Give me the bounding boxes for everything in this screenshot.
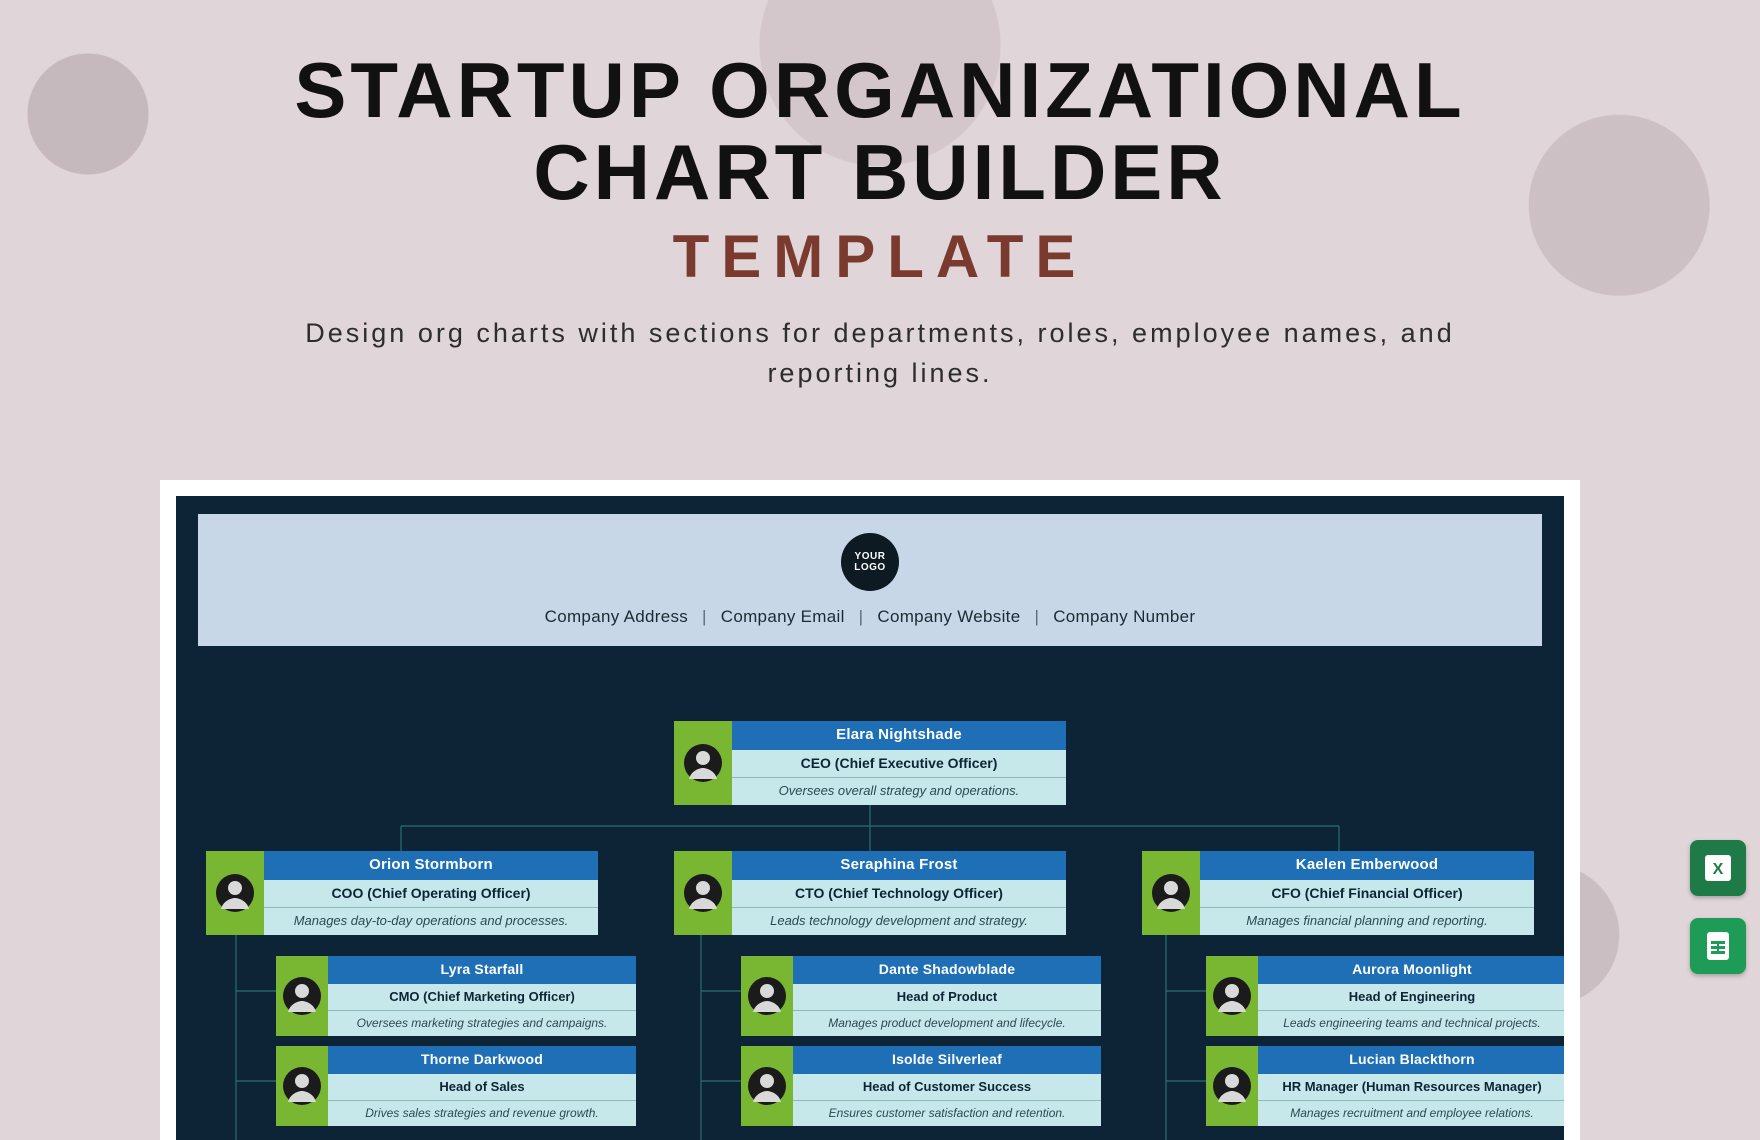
svg-text:X: X (1713, 861, 1724, 878)
org-card: Thorne Darkwood Head of Sales Drives sal… (276, 1046, 636, 1126)
download-format-icons: X (1690, 840, 1746, 974)
org-desc: Manages financial planning and reporting… (1200, 907, 1534, 934)
org-card: Aurora Moonlight Head of Engineering Lea… (1206, 956, 1564, 1036)
hero-title: STARTUP ORGANIZATIONAL CHART BUILDER (0, 50, 1760, 214)
company-header: YOUR LOGO Company Address| Company Email… (198, 514, 1542, 646)
excel-icon[interactable]: X (1690, 840, 1746, 896)
org-name: Lucian Blackthorn (1258, 1046, 1564, 1074)
avatar-icon (741, 956, 793, 1036)
org-title: Head of Engineering (1258, 984, 1564, 1010)
org-card: Isolde Silverleaf Head of Customer Succe… (741, 1046, 1101, 1126)
avatar-icon (276, 1046, 328, 1126)
company-field: Company Email (721, 607, 845, 627)
hero-subtitle: TEMPLATE (0, 222, 1760, 291)
org-card: Dante Shadowblade Head of Product Manage… (741, 956, 1101, 1036)
org-name: Orion Stormborn (264, 851, 598, 880)
hero-description: Design org charts with sections for depa… (280, 313, 1480, 394)
org-title: COO (Chief Operating Officer) (264, 880, 598, 908)
avatar-icon (1142, 851, 1200, 935)
org-desc: Manages day-to-day operations and proces… (264, 907, 598, 934)
avatar-icon (1206, 956, 1258, 1036)
template-panel-inner: YOUR LOGO Company Address| Company Email… (176, 496, 1564, 1140)
avatar-icon (1206, 1046, 1258, 1126)
org-title: CEO (Chief Executive Officer) (732, 750, 1066, 778)
hero-title-line1: STARTUP ORGANIZATIONAL (294, 46, 1465, 134)
org-name: Seraphina Frost (732, 851, 1066, 880)
org-card-ceo: Elara Nightshade CEO (Chief Executive Of… (674, 721, 1066, 805)
org-desc: Oversees marketing strategies and campai… (328, 1010, 636, 1036)
company-field: Company Website (877, 607, 1020, 627)
google-sheets-icon[interactable] (1690, 918, 1746, 974)
template-panel: YOUR LOGO Company Address| Company Email… (160, 480, 1580, 1140)
org-desc: Drives sales strategies and revenue grow… (328, 1100, 636, 1126)
org-desc: Manages product development and lifecycl… (793, 1010, 1101, 1036)
org-card-cto: Seraphina Frost CTO (Chief Technology Of… (674, 851, 1066, 935)
org-desc: Ensures customer satisfaction and retent… (793, 1100, 1101, 1126)
org-name: Aurora Moonlight (1258, 956, 1564, 984)
org-card-cfo: Kaelen Emberwood CFO (Chief Financial Of… (1142, 851, 1534, 935)
org-desc: Leads technology development and strateg… (732, 907, 1066, 934)
org-name: Isolde Silverleaf (793, 1046, 1101, 1074)
org-card-coo: Orion Stormborn COO (Chief Operating Off… (206, 851, 598, 935)
org-title: CMO (Chief Marketing Officer) (328, 984, 636, 1010)
org-desc: Leads engineering teams and technical pr… (1258, 1010, 1564, 1036)
org-card: Lyra Starfall CMO (Chief Marketing Offic… (276, 956, 636, 1036)
org-desc: Oversees overall strategy and operations… (732, 777, 1066, 804)
hero: STARTUP ORGANIZATIONAL CHART BUILDER TEM… (0, 0, 1760, 394)
avatar-icon (206, 851, 264, 935)
org-desc: Manages recruitment and employee relatio… (1258, 1100, 1564, 1126)
org-card: Lucian Blackthorn HR Manager (Human Reso… (1206, 1046, 1564, 1126)
org-name: Thorne Darkwood (328, 1046, 636, 1074)
avatar-icon (674, 851, 732, 935)
org-title: CFO (Chief Financial Officer) (1200, 880, 1534, 908)
org-title: Head of Sales (328, 1074, 636, 1100)
company-fields: Company Address| Company Email| Company … (545, 607, 1196, 627)
org-name: Lyra Starfall (328, 956, 636, 984)
org-name: Kaelen Emberwood (1200, 851, 1534, 880)
logo-text: YOUR LOGO (841, 551, 899, 573)
org-title: HR Manager (Human Resources Manager) (1258, 1074, 1564, 1100)
org-title: Head of Product (793, 984, 1101, 1010)
avatar-icon (674, 721, 732, 805)
org-name: Dante Shadowblade (793, 956, 1101, 984)
org-name: Elara Nightshade (732, 721, 1066, 750)
hero-title-line2: CHART BUILDER (533, 128, 1226, 216)
company-field: Company Number (1053, 607, 1195, 627)
avatar-icon (741, 1046, 793, 1126)
logo-placeholder: YOUR LOGO (841, 533, 899, 591)
company-field: Company Address (545, 607, 688, 627)
org-title: CTO (Chief Technology Officer) (732, 880, 1066, 908)
avatar-icon (276, 956, 328, 1036)
org-title: Head of Customer Success (793, 1074, 1101, 1100)
